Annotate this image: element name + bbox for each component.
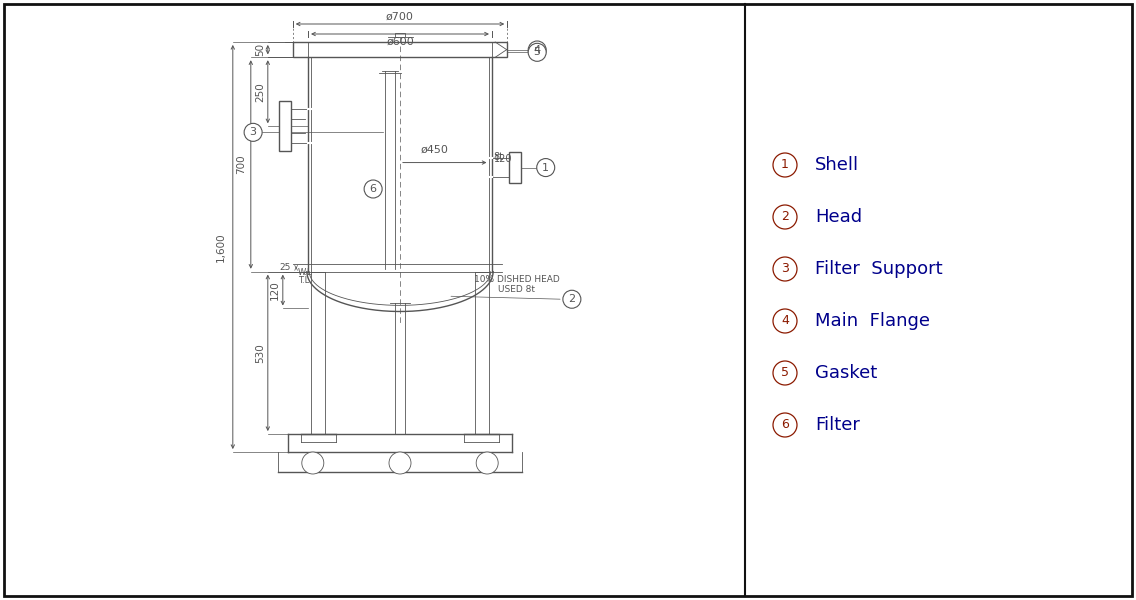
Text: 6: 6 xyxy=(369,184,377,194)
Text: 50: 50 xyxy=(254,43,265,56)
Text: 2: 2 xyxy=(568,294,576,304)
Circle shape xyxy=(562,290,580,308)
Bar xyxy=(293,42,507,58)
Text: 25: 25 xyxy=(279,263,291,272)
Text: W.L: W.L xyxy=(298,268,312,277)
Circle shape xyxy=(536,158,554,176)
Text: ø700: ø700 xyxy=(386,12,414,22)
Text: 4: 4 xyxy=(534,45,541,55)
Circle shape xyxy=(528,41,546,59)
Circle shape xyxy=(772,153,797,177)
Text: Shell: Shell xyxy=(815,156,859,174)
Circle shape xyxy=(772,413,797,437)
Text: 120: 120 xyxy=(494,154,512,164)
Text: 10% DISHED HEAD: 10% DISHED HEAD xyxy=(474,275,560,284)
Text: 5: 5 xyxy=(782,367,790,379)
Circle shape xyxy=(772,361,797,385)
Circle shape xyxy=(772,205,797,229)
Bar xyxy=(509,152,520,183)
Circle shape xyxy=(772,257,797,281)
Text: USED 8t: USED 8t xyxy=(499,285,535,294)
Text: ø450: ø450 xyxy=(420,145,449,155)
Text: 3: 3 xyxy=(782,263,788,275)
Text: 5: 5 xyxy=(534,47,541,58)
Text: 8t: 8t xyxy=(494,152,504,163)
Bar xyxy=(395,33,406,37)
Text: T.L: T.L xyxy=(298,275,309,284)
Circle shape xyxy=(365,180,382,198)
Text: Filter: Filter xyxy=(815,416,860,434)
Text: 1: 1 xyxy=(542,163,549,173)
Circle shape xyxy=(528,43,546,61)
Circle shape xyxy=(389,452,411,474)
Text: Main  Flange: Main Flange xyxy=(815,312,930,330)
Text: 1,600: 1,600 xyxy=(216,232,226,262)
Circle shape xyxy=(302,452,324,474)
Text: 250: 250 xyxy=(254,82,265,101)
Text: Head: Head xyxy=(815,208,862,226)
Text: 4: 4 xyxy=(782,314,788,328)
Circle shape xyxy=(772,309,797,333)
Circle shape xyxy=(476,452,499,474)
Text: 6: 6 xyxy=(782,419,788,431)
Text: 700: 700 xyxy=(236,155,245,175)
Text: 1: 1 xyxy=(782,158,788,172)
Text: 120: 120 xyxy=(270,280,279,300)
Circle shape xyxy=(244,124,262,142)
Text: 3: 3 xyxy=(250,127,257,137)
Text: ø600: ø600 xyxy=(386,37,414,47)
Text: Filter  Support: Filter Support xyxy=(815,260,943,278)
Bar xyxy=(279,101,291,151)
Text: 2: 2 xyxy=(782,211,788,223)
Text: 530: 530 xyxy=(254,343,265,363)
Text: Gasket: Gasket xyxy=(815,364,877,382)
